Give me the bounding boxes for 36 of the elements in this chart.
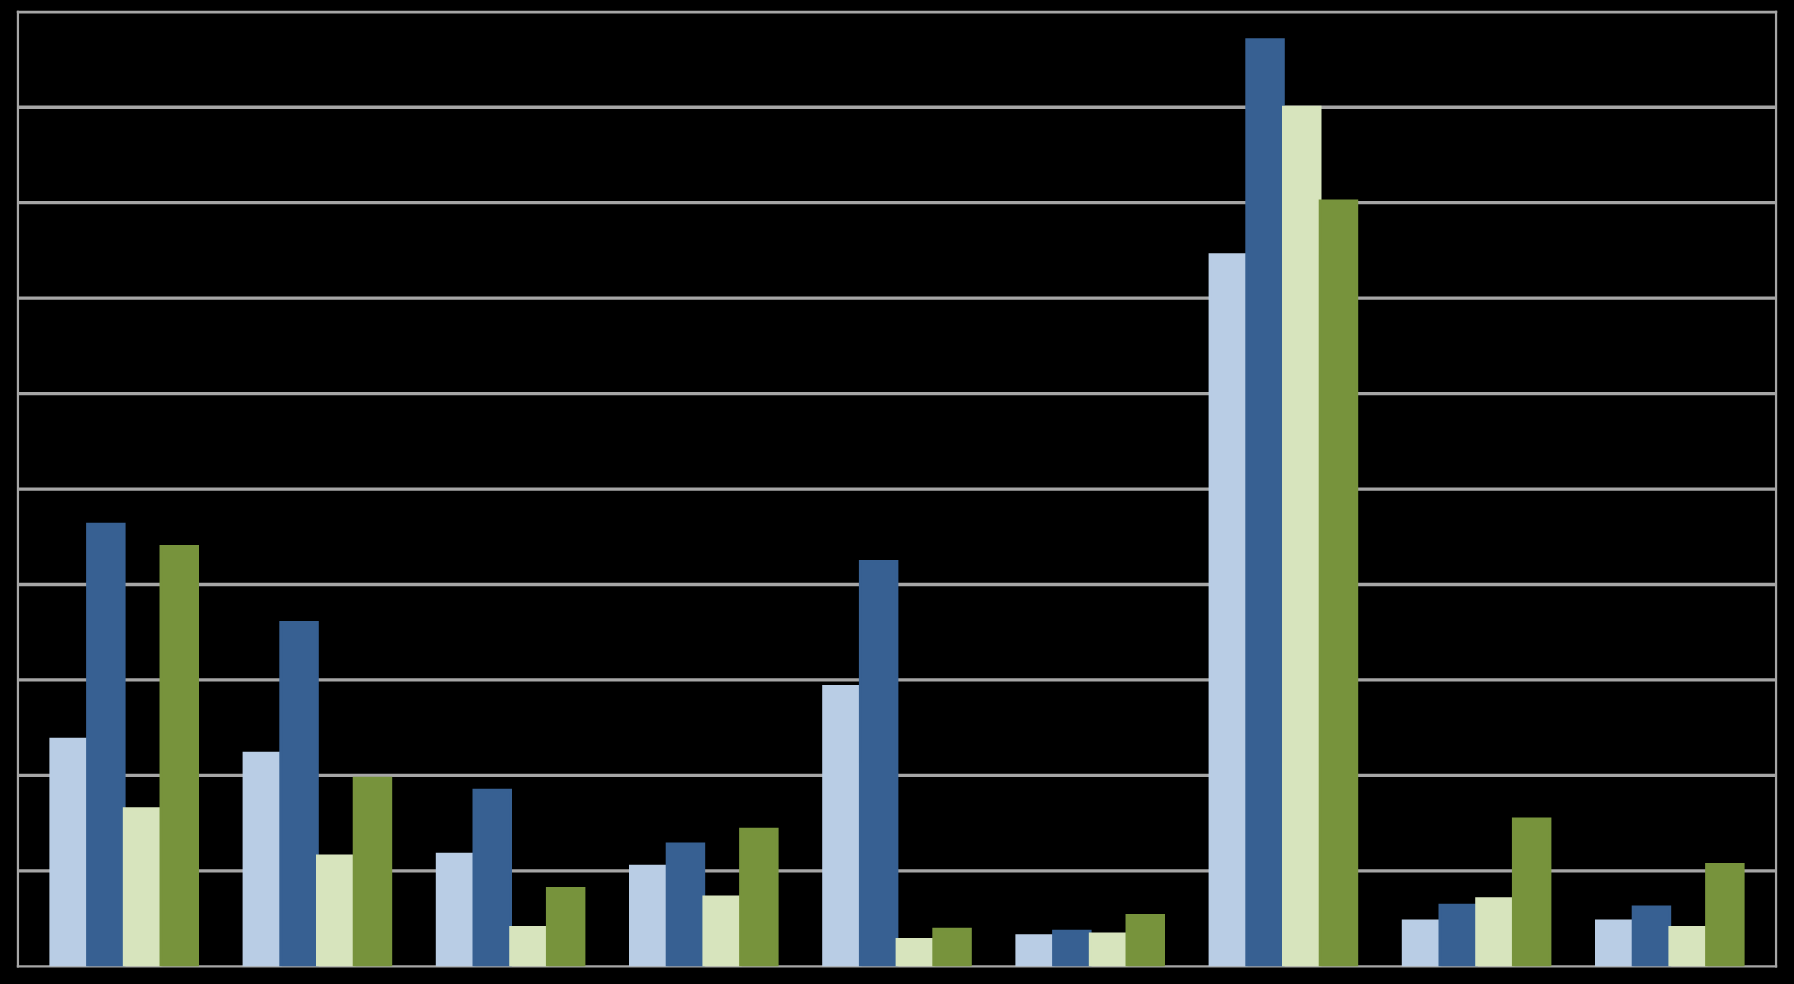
bar <box>242 751 283 967</box>
bar <box>1401 919 1442 967</box>
bar <box>1282 105 1322 967</box>
bar <box>1511 817 1552 967</box>
bar <box>49 737 89 967</box>
bar <box>1438 903 1478 967</box>
bar <box>628 864 669 967</box>
bar <box>1594 919 1635 967</box>
bar <box>86 522 126 967</box>
bar <box>352 776 393 967</box>
bar <box>1015 934 1055 967</box>
bar <box>739 827 779 967</box>
bar <box>1318 199 1359 967</box>
bar <box>159 545 200 967</box>
bar <box>1088 932 1129 967</box>
bar <box>895 938 936 967</box>
bar <box>122 807 163 967</box>
bar <box>665 842 706 967</box>
bar <box>1475 897 1515 967</box>
bar <box>472 788 512 967</box>
bar <box>545 887 586 967</box>
bar <box>932 927 972 967</box>
bar <box>822 685 862 967</box>
bar <box>316 854 356 967</box>
bar <box>1052 929 1092 967</box>
bar <box>1631 905 1672 967</box>
bar <box>1668 925 1708 967</box>
bar <box>1208 253 1249 967</box>
bar <box>858 559 899 967</box>
bar <box>435 852 476 967</box>
bar <box>279 621 319 967</box>
bar <box>509 925 549 967</box>
bar <box>1705 862 1745 967</box>
bar <box>1125 913 1166 967</box>
bar <box>1245 38 1285 967</box>
bar <box>702 895 742 967</box>
